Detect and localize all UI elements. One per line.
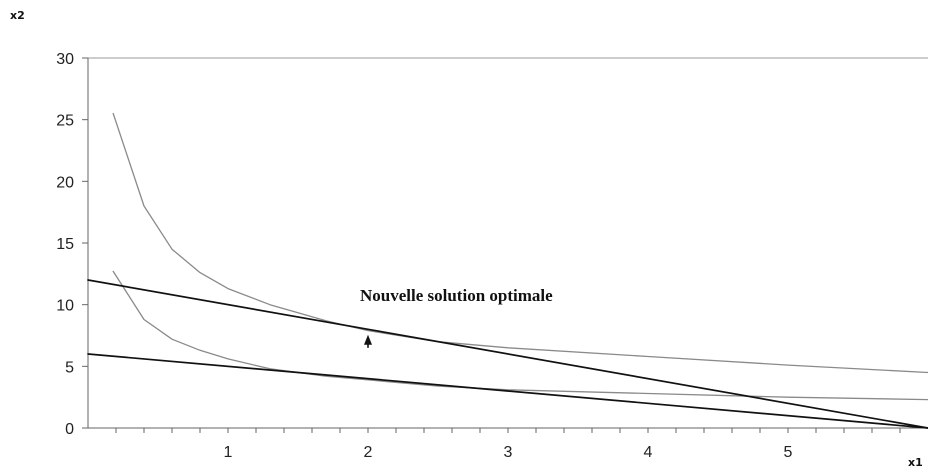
y-tick-label: 5 bbox=[65, 359, 74, 376]
y-ticks: 0 5 10 15 20 25 30 bbox=[56, 51, 88, 438]
x-minor-ticks bbox=[115, 428, 901, 433]
x-tick-label: 1 bbox=[224, 444, 233, 461]
arrow-head bbox=[364, 334, 372, 345]
y-tick-label: 0 bbox=[65, 421, 74, 438]
x-tick-label: 5 bbox=[784, 444, 793, 461]
curve-1 bbox=[112, 112, 928, 374]
x-tick-label: 4 bbox=[644, 444, 653, 461]
x-tick-label: 3 bbox=[504, 444, 513, 461]
annotation-label: Nouvelle solution optimale bbox=[360, 286, 553, 305]
line-4 bbox=[87, 353, 928, 429]
x-tick-label: 2 bbox=[364, 444, 373, 461]
curve-2 bbox=[112, 270, 928, 401]
y-tick-label: 20 bbox=[56, 174, 74, 191]
y-tick-label: 30 bbox=[56, 51, 74, 68]
y-tick-label: 15 bbox=[56, 236, 74, 253]
x-ticks: 1 2 3 4 5 bbox=[224, 444, 793, 461]
y-tick-label: 25 bbox=[56, 113, 74, 130]
y-axis-title: x2 bbox=[10, 9, 25, 22]
series-layer bbox=[87, 112, 928, 429]
line-3 bbox=[87, 279, 928, 429]
y-tick-label: 10 bbox=[56, 298, 74, 315]
annotation-layer: Nouvelle solution optimale bbox=[360, 286, 553, 348]
x-axis-title: x1 bbox=[908, 456, 923, 466]
